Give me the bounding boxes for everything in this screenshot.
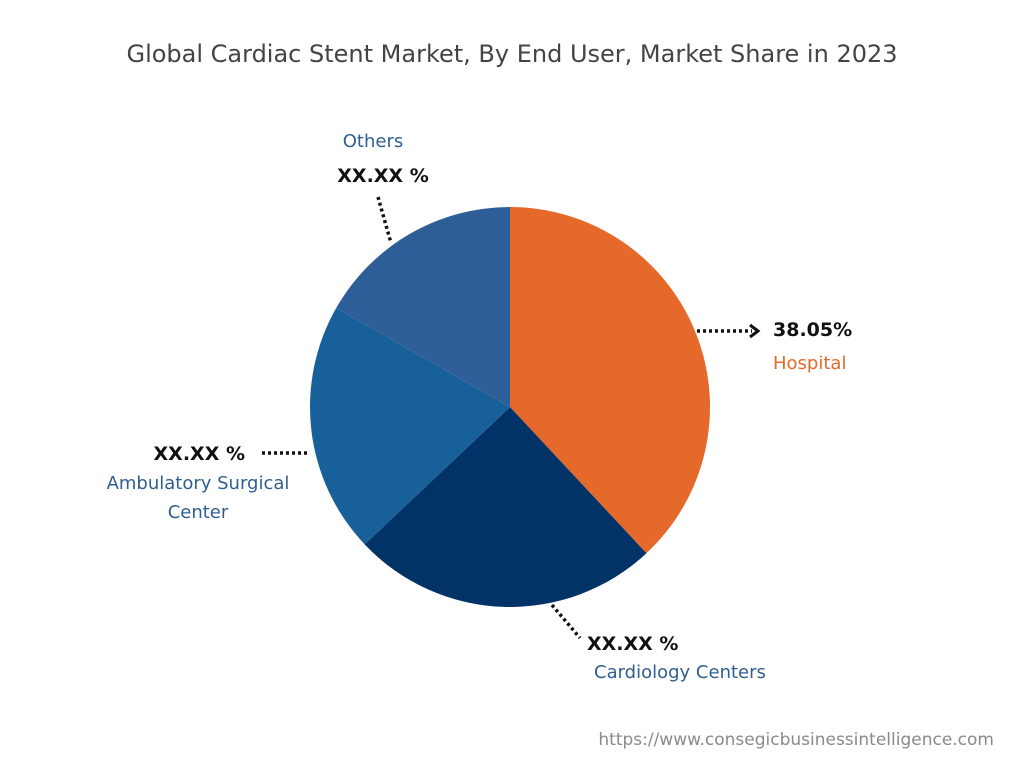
source: https://www.consegicbusinessintelligence…	[598, 730, 994, 750]
leader-line	[550, 603, 582, 640]
category-label: Hospital	[773, 353, 847, 374]
leader-line	[376, 196, 393, 244]
pie-slice	[510, 207, 710, 554]
leader-arrow	[749, 323, 761, 339]
value-label: XX.XX %	[587, 633, 679, 655]
value-label: XX.XX %	[337, 165, 429, 187]
value-label: XX.XX %	[153, 443, 245, 465]
pie-slice	[310, 307, 510, 545]
category-label: Cardiology Centers	[594, 662, 766, 683]
chart-title: Global Cardiac Stent Market, By End User…	[126, 40, 898, 68]
pie-slice	[336, 206, 510, 407]
category-label: Others	[342, 131, 404, 152]
pie-slice	[364, 407, 647, 607]
category-label: Ambulatory Surgical Center	[106, 473, 290, 523]
value-label: 38.05%	[773, 319, 853, 341]
